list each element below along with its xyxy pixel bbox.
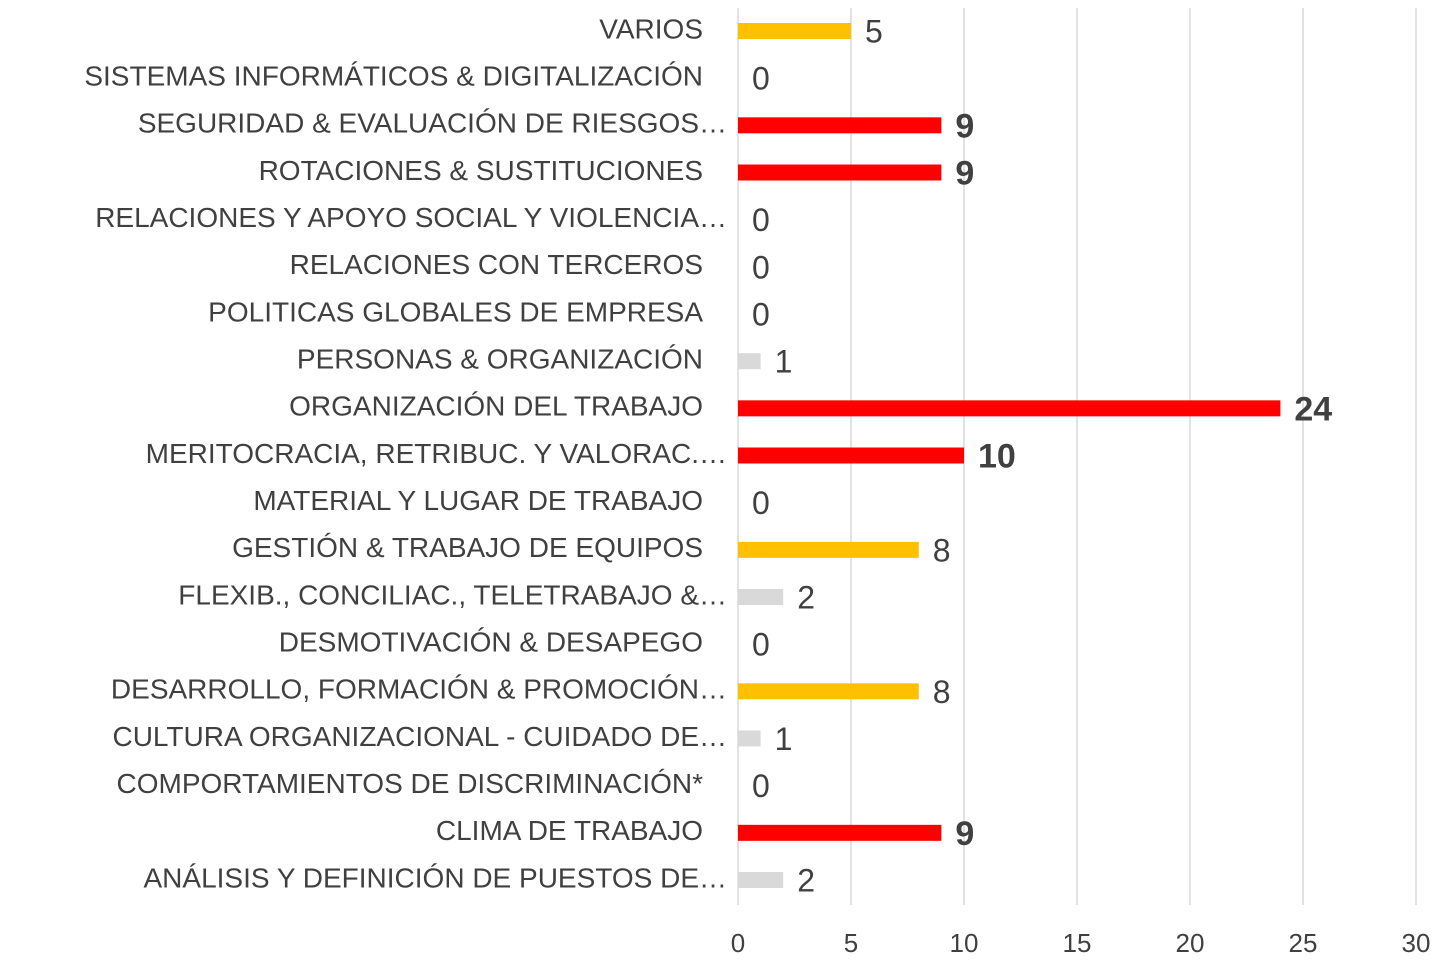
x-tick-label: 0 [731, 928, 745, 958]
data-label: 8 [933, 532, 951, 568]
bar [738, 447, 964, 464]
data-label: 9 [955, 154, 974, 192]
bar [738, 683, 919, 700]
data-label: 0 [752, 627, 770, 663]
bar [738, 589, 784, 605]
bar [738, 541, 919, 558]
x-tick-label: 20 [1176, 928, 1205, 958]
x-tick-label: 10 [950, 928, 979, 958]
data-label: 2 [797, 862, 815, 898]
y-tick-label: DESMOTIVACIÓN & DESAPEGO [279, 627, 703, 658]
y-tick-label: SEGURIDAD & EVALUACIÓN DE RIESGOS… [138, 108, 727, 139]
data-label: 9 [955, 815, 974, 853]
y-tick-label: MERITOCRACIA, RETRIBUC. Y VALORAC.… [146, 438, 727, 469]
y-tick-label: SISTEMAS INFORMÁTICOS & DIGITALIZACIÓN [84, 61, 703, 92]
y-tick-label: RELACIONES Y APOYO SOCIAL Y VIOLENCIA… [95, 202, 727, 233]
bar [738, 353, 761, 370]
x-tick-label: 5 [844, 928, 858, 958]
bar [738, 730, 761, 747]
data-label: 24 [1294, 390, 1332, 428]
y-tick-label: ORGANIZACIÓN DEL TRABAJO [289, 391, 703, 422]
data-label: 5 [865, 13, 883, 49]
data-label: 10 [978, 437, 1016, 475]
data-label: 0 [752, 296, 770, 332]
data-label: 0 [752, 249, 770, 285]
y-tick-label: FLEXIB., CONCILIAC., TELETRABAJO &… [178, 579, 727, 610]
bar [738, 400, 1281, 417]
y-tick-label: MATERIAL Y LUGAR DE TRABAJO [253, 485, 703, 516]
data-label: 1 [775, 721, 793, 757]
data-label: 9 [955, 107, 974, 145]
data-label: 0 [752, 485, 770, 521]
x-tick-label: 30 [1402, 928, 1431, 958]
data-label: 0 [752, 61, 770, 97]
y-tick-label: ANÁLISIS Y DEFINICIÓN DE PUESTOS DE… [144, 862, 728, 893]
data-label: 1 [775, 344, 793, 380]
x-tick-label: 15 [1063, 928, 1092, 958]
y-tick-label: ROTACIONES & SUSTITUCIONES [259, 155, 703, 186]
y-tick-label: VARIOS [599, 13, 703, 44]
bar [738, 824, 942, 841]
bar [738, 872, 784, 888]
y-tick-label: COMPORTAMIENTOS DE DISCRIMINACIÓN* [117, 768, 704, 799]
y-tick-label: POLITICAS GLOBALES DE EMPRESA [208, 296, 703, 327]
y-tick-label: DESARROLLO, FORMACIÓN & PROMOCIÓN… [111, 674, 727, 705]
bar [738, 23, 851, 39]
y-tick-label: GESTIÓN & TRABAJO DE EQUIPOS [232, 532, 703, 563]
x-tick-label: 25 [1289, 928, 1318, 958]
data-label: 8 [933, 674, 951, 710]
bar [738, 117, 942, 134]
y-tick-label: CLIMA DE TRABAJO [436, 815, 703, 846]
bar [738, 164, 942, 181]
data-label: 2 [797, 579, 815, 615]
y-tick-label: PERSONAS & ORGANIZACIÓN [297, 344, 703, 375]
y-tick-label: CULTURA ORGANIZACIONAL - CUIDADO DE… [112, 721, 727, 752]
y-tick-label: RELACIONES CON TERCEROS [290, 249, 703, 280]
data-label: 0 [752, 768, 770, 804]
data-label: 0 [752, 202, 770, 238]
